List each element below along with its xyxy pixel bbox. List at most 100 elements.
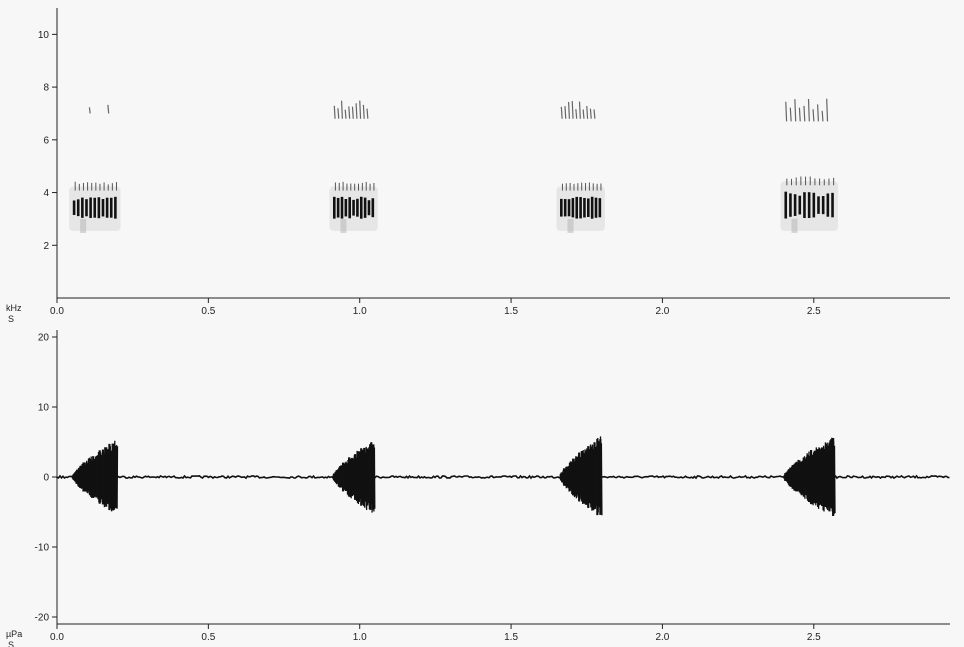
call-pulse [590, 196, 594, 219]
harmonic-pulse [826, 98, 829, 122]
call-smudge [80, 218, 87, 233]
wave-x-unit-label: S [8, 640, 14, 647]
spec-x-unit-label: S [8, 314, 14, 324]
harmonic-pulse [785, 101, 788, 122]
harmonic-pulse [348, 106, 351, 119]
call-smudge [340, 218, 347, 233]
call-pulse [598, 198, 602, 218]
harmonic-pulse [575, 109, 578, 119]
call-pulse [817, 196, 820, 214]
wave-y-unit-label: µPa [6, 629, 22, 639]
call-smudge [567, 218, 574, 233]
wave-x-tick-label: 1.0 [353, 632, 367, 643]
call-pulse [575, 196, 579, 219]
harmonic-pulse [333, 105, 336, 119]
wave-x-tick-label: 1.5 [504, 632, 518, 643]
call-pulse [803, 192, 806, 218]
spec-y-tick-label: 10 [38, 30, 50, 41]
wave-x-tick-label: 0.0 [50, 632, 64, 643]
harmonic-pulse [798, 107, 801, 122]
call-pulse [81, 197, 84, 218]
harmonic-pulse [821, 110, 824, 122]
harmonic-pulse [589, 108, 592, 119]
call-pulse [826, 193, 830, 217]
harmonic-pulse [582, 109, 585, 119]
harmonic-pulse [564, 106, 567, 119]
call-pulse [594, 197, 598, 218]
wave-y-tick-label: 20 [38, 333, 50, 344]
call-pulse [563, 199, 567, 217]
call-pulse [586, 198, 590, 217]
harmonic-pulse [817, 104, 820, 122]
call-pulse [109, 197, 113, 218]
call-pulse [356, 198, 359, 217]
call-pulse [332, 196, 336, 219]
harmonic-pulse [88, 107, 91, 114]
call-pulse [348, 197, 352, 219]
spec-x-tick-label: 2.5 [807, 306, 821, 317]
harmonic-pulse [586, 105, 589, 119]
harmonic-pulse [344, 109, 347, 119]
wave-x-tick-label: 2.5 [807, 632, 821, 643]
call-pulse [367, 200, 371, 216]
harmonic-pulse [803, 105, 806, 122]
harmonic-pulse [578, 101, 581, 119]
spec-x-tick-label: 1.5 [504, 306, 518, 317]
call-pulse [807, 192, 811, 218]
wave-y-tick-label: 10 [38, 403, 50, 414]
call-pulse [831, 192, 834, 218]
call-pulse [336, 197, 340, 218]
call-pulse [789, 193, 792, 217]
call-pulse [583, 197, 586, 218]
waveform-burst [558, 436, 603, 516]
call-pulse [97, 197, 101, 219]
harmonic-pulse [351, 106, 354, 119]
waveform-burst [782, 437, 836, 517]
spec-y-tick-label: 4 [43, 188, 49, 199]
call-pulse [371, 198, 375, 218]
call-pulse [114, 196, 117, 219]
call-pulse [821, 196, 825, 215]
harmonic-pulse [359, 100, 362, 119]
call-pulse [798, 195, 802, 215]
call-pulse [784, 191, 788, 219]
call-pulse [571, 198, 575, 218]
wave-y-tick-label: -20 [35, 613, 50, 624]
harmonic-pulse [807, 99, 810, 122]
call-pulse [359, 196, 363, 219]
spectrogram-call [69, 104, 121, 233]
harmonic-pulse [571, 101, 574, 119]
spec-x-tick-label: 1.0 [353, 306, 367, 317]
call-pulse [793, 194, 797, 216]
call-pulse [560, 198, 563, 217]
call-pulse [579, 197, 582, 219]
call-pulse [812, 192, 816, 218]
waveform-burst [71, 440, 119, 512]
spec-y-tick-label: 8 [43, 83, 49, 94]
wave-x-tick-label: 2.0 [655, 632, 669, 643]
spec-y-unit-label: kHz [6, 303, 22, 313]
harmonic-pulse [812, 109, 815, 122]
call-pulse [93, 197, 97, 218]
harmonic-pulse [366, 108, 369, 119]
wave-y-tick-label: 0 [43, 473, 49, 484]
spec-y-tick-label: 2 [43, 241, 49, 252]
harmonic-pulse [337, 108, 340, 119]
harmonic-pulse [593, 109, 596, 119]
call-pulse [352, 199, 355, 216]
call-pulse [567, 199, 571, 217]
spec-y-tick-label: 6 [43, 135, 49, 146]
harmonic-pulse [560, 106, 563, 119]
harmonic-pulse [340, 100, 343, 119]
spec-x-tick-label: 2.0 [655, 306, 669, 317]
call-pulse [344, 199, 348, 217]
harmonic-pulse [362, 104, 365, 119]
call-pulse [76, 199, 80, 217]
spectrogram-call [556, 101, 605, 233]
waveform-burst [331, 442, 376, 513]
call-pulse [340, 196, 344, 219]
spectrogram-call [780, 98, 838, 233]
